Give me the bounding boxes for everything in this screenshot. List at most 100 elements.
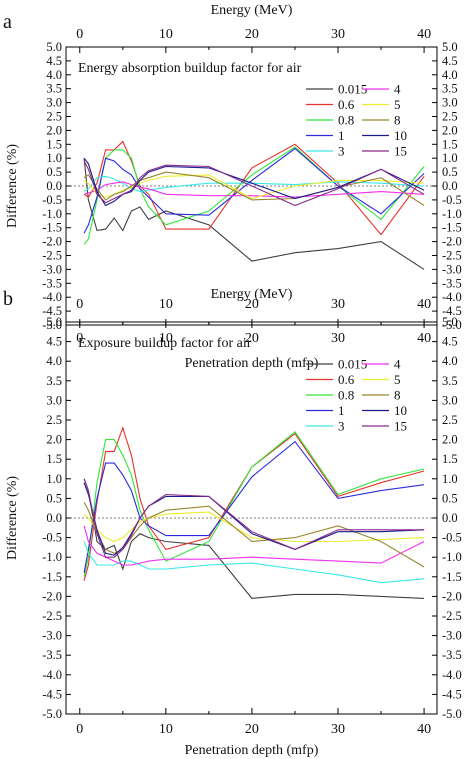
y-tick-label-left: 4.5 <box>46 335 62 349</box>
y-tick-label-right: 3.5 <box>442 374 458 388</box>
top-x-tick-label: 0 <box>76 297 83 312</box>
y-tick-label-right: 0.5 <box>442 165 458 179</box>
legend-label: 3 <box>338 419 345 434</box>
y-tick-label-left: 0.0 <box>46 511 62 525</box>
y-tick-label-right: 4.5 <box>442 335 458 349</box>
legend-label: 0.015 <box>338 82 367 97</box>
y-tick-label-right: -1.0 <box>442 550 462 564</box>
legend-label: 10 <box>394 128 407 143</box>
y-tick-label-left: -4.5 <box>42 304 62 318</box>
y-tick-label-right: 3.5 <box>442 82 458 96</box>
y-tick-label-right: -3.0 <box>442 629 462 643</box>
series-line-15 <box>83 478 425 558</box>
series-line-1 <box>83 147 425 234</box>
legend-label: 0.015 <box>338 357 367 372</box>
y-tick-label-left: -2.5 <box>42 249 62 263</box>
x-tick-label: 10 <box>159 722 173 737</box>
x-tick-label: 0 <box>76 722 83 737</box>
y-tick-label-right: 1.0 <box>442 472 458 486</box>
series-line-4 <box>83 181 425 198</box>
y-tick-label-left: 0.5 <box>46 491 62 505</box>
y-tick-label-left: -4.0 <box>42 290 62 304</box>
series-line-1 <box>83 440 425 573</box>
y-tick-label-left: 4.0 <box>46 68 62 82</box>
top-x-tick-label: 10 <box>159 297 173 312</box>
y-tick-label-right: -2.5 <box>442 609 462 623</box>
y-tick-label-left: 0.0 <box>46 179 62 193</box>
y-tick-label-left: 1.5 <box>46 137 62 151</box>
y-tick-label-right: -3.5 <box>442 276 462 290</box>
legend-label: 0.8 <box>338 113 354 128</box>
legend-label: 0.6 <box>338 372 355 387</box>
y-tick-label-left: 3.0 <box>46 96 62 110</box>
y-tick-label-left: 2.5 <box>46 110 62 124</box>
y-tick-label-right: 1.0 <box>442 151 458 165</box>
y-tick-label-right: -1.5 <box>442 221 462 235</box>
y-tick-label-right: 1.5 <box>442 137 458 151</box>
y-tick-label-left: -5.0 <box>42 318 62 332</box>
y-tick-label-left: 5.0 <box>46 40 62 54</box>
y-tick-label-right: -5.0 <box>442 318 462 332</box>
y-tick-label-right: 0.0 <box>442 511 458 525</box>
y-tick-label-left: -2.0 <box>42 235 62 249</box>
y-tick-label-right: -4.5 <box>442 304 462 318</box>
series-line-15 <box>83 160 425 207</box>
y-tick-label-left: 1.0 <box>46 472 62 486</box>
panel-label: a <box>3 11 12 33</box>
series-line-5 <box>83 174 425 200</box>
y-tick-label-right: -1.5 <box>442 570 462 584</box>
y-tick-label-right: 4.0 <box>442 68 458 82</box>
y-tick-label-right: -1.0 <box>442 207 462 221</box>
y-tick-label-right: 4.5 <box>442 54 458 68</box>
x-axis-title: Penetration depth (mfp) <box>185 356 319 371</box>
legend-label: 15 <box>394 419 407 434</box>
legend-label: 5 <box>394 97 401 112</box>
y-tick-label-left: -2.5 <box>42 609 62 623</box>
y-tick-label-right: 3.0 <box>442 393 458 407</box>
y-tick-label-left: -1.5 <box>42 221 62 235</box>
y-tick-label-right: 2.0 <box>442 123 458 137</box>
y-tick-label-left: 5.0 <box>46 315 62 329</box>
y-tick-label-right: 4.0 <box>442 354 458 368</box>
y-tick-label-left: 4.0 <box>46 354 62 368</box>
series-line-5 <box>83 511 425 543</box>
y-tick-label-left: -1.0 <box>42 207 62 221</box>
x-tick-label: 0 <box>76 331 83 346</box>
top-axis-title: Energy (MeV) <box>211 287 293 302</box>
legend-label: 1 <box>338 128 345 143</box>
y-tick-label-left: 2.0 <box>46 123 62 137</box>
y-tick-label-left: 1.5 <box>46 452 62 466</box>
top-x-tick-label: 40 <box>417 27 431 42</box>
series-line-3 <box>83 541 425 584</box>
y-tick-label-left: -5.0 <box>42 707 62 721</box>
top-x-tick-label: 20 <box>245 297 259 312</box>
y-tick-label-left: -1.0 <box>42 550 62 564</box>
top-x-tick-label: 30 <box>331 297 345 312</box>
top-x-tick-label: 40 <box>417 297 431 312</box>
y-tick-label-left: -4.5 <box>42 687 62 701</box>
series-line-4 <box>83 525 425 566</box>
top-x-tick-label: 10 <box>159 27 173 42</box>
x-tick-label: 20 <box>245 722 259 737</box>
y-tick-label-right: 0.5 <box>442 491 458 505</box>
y-tick-label-left: -1.5 <box>42 570 62 584</box>
top-x-tick-label: 30 <box>331 27 345 42</box>
y-tick-label-left: -4.0 <box>42 668 62 682</box>
chart-title: Energy absorption buildup factor for air <box>78 61 302 76</box>
x-tick-label: 40 <box>417 722 431 737</box>
y-tick-label-left: -3.5 <box>42 276 62 290</box>
legend-label: 4 <box>394 357 401 372</box>
y-tick-label-left: -3.0 <box>42 262 62 276</box>
x-tick-label: 10 <box>159 331 173 346</box>
series-line-0.6 <box>83 140 425 236</box>
legend-label: 8 <box>394 388 401 403</box>
x-tick-label: 40 <box>417 331 431 346</box>
legend-label: 10 <box>394 403 407 418</box>
y-tick-label-left: 3.5 <box>46 374 62 388</box>
y-tick-label-left: 3.0 <box>46 393 62 407</box>
y-tick-label-right: 1.5 <box>442 452 458 466</box>
y-tick-label-right: -2.5 <box>442 249 462 263</box>
